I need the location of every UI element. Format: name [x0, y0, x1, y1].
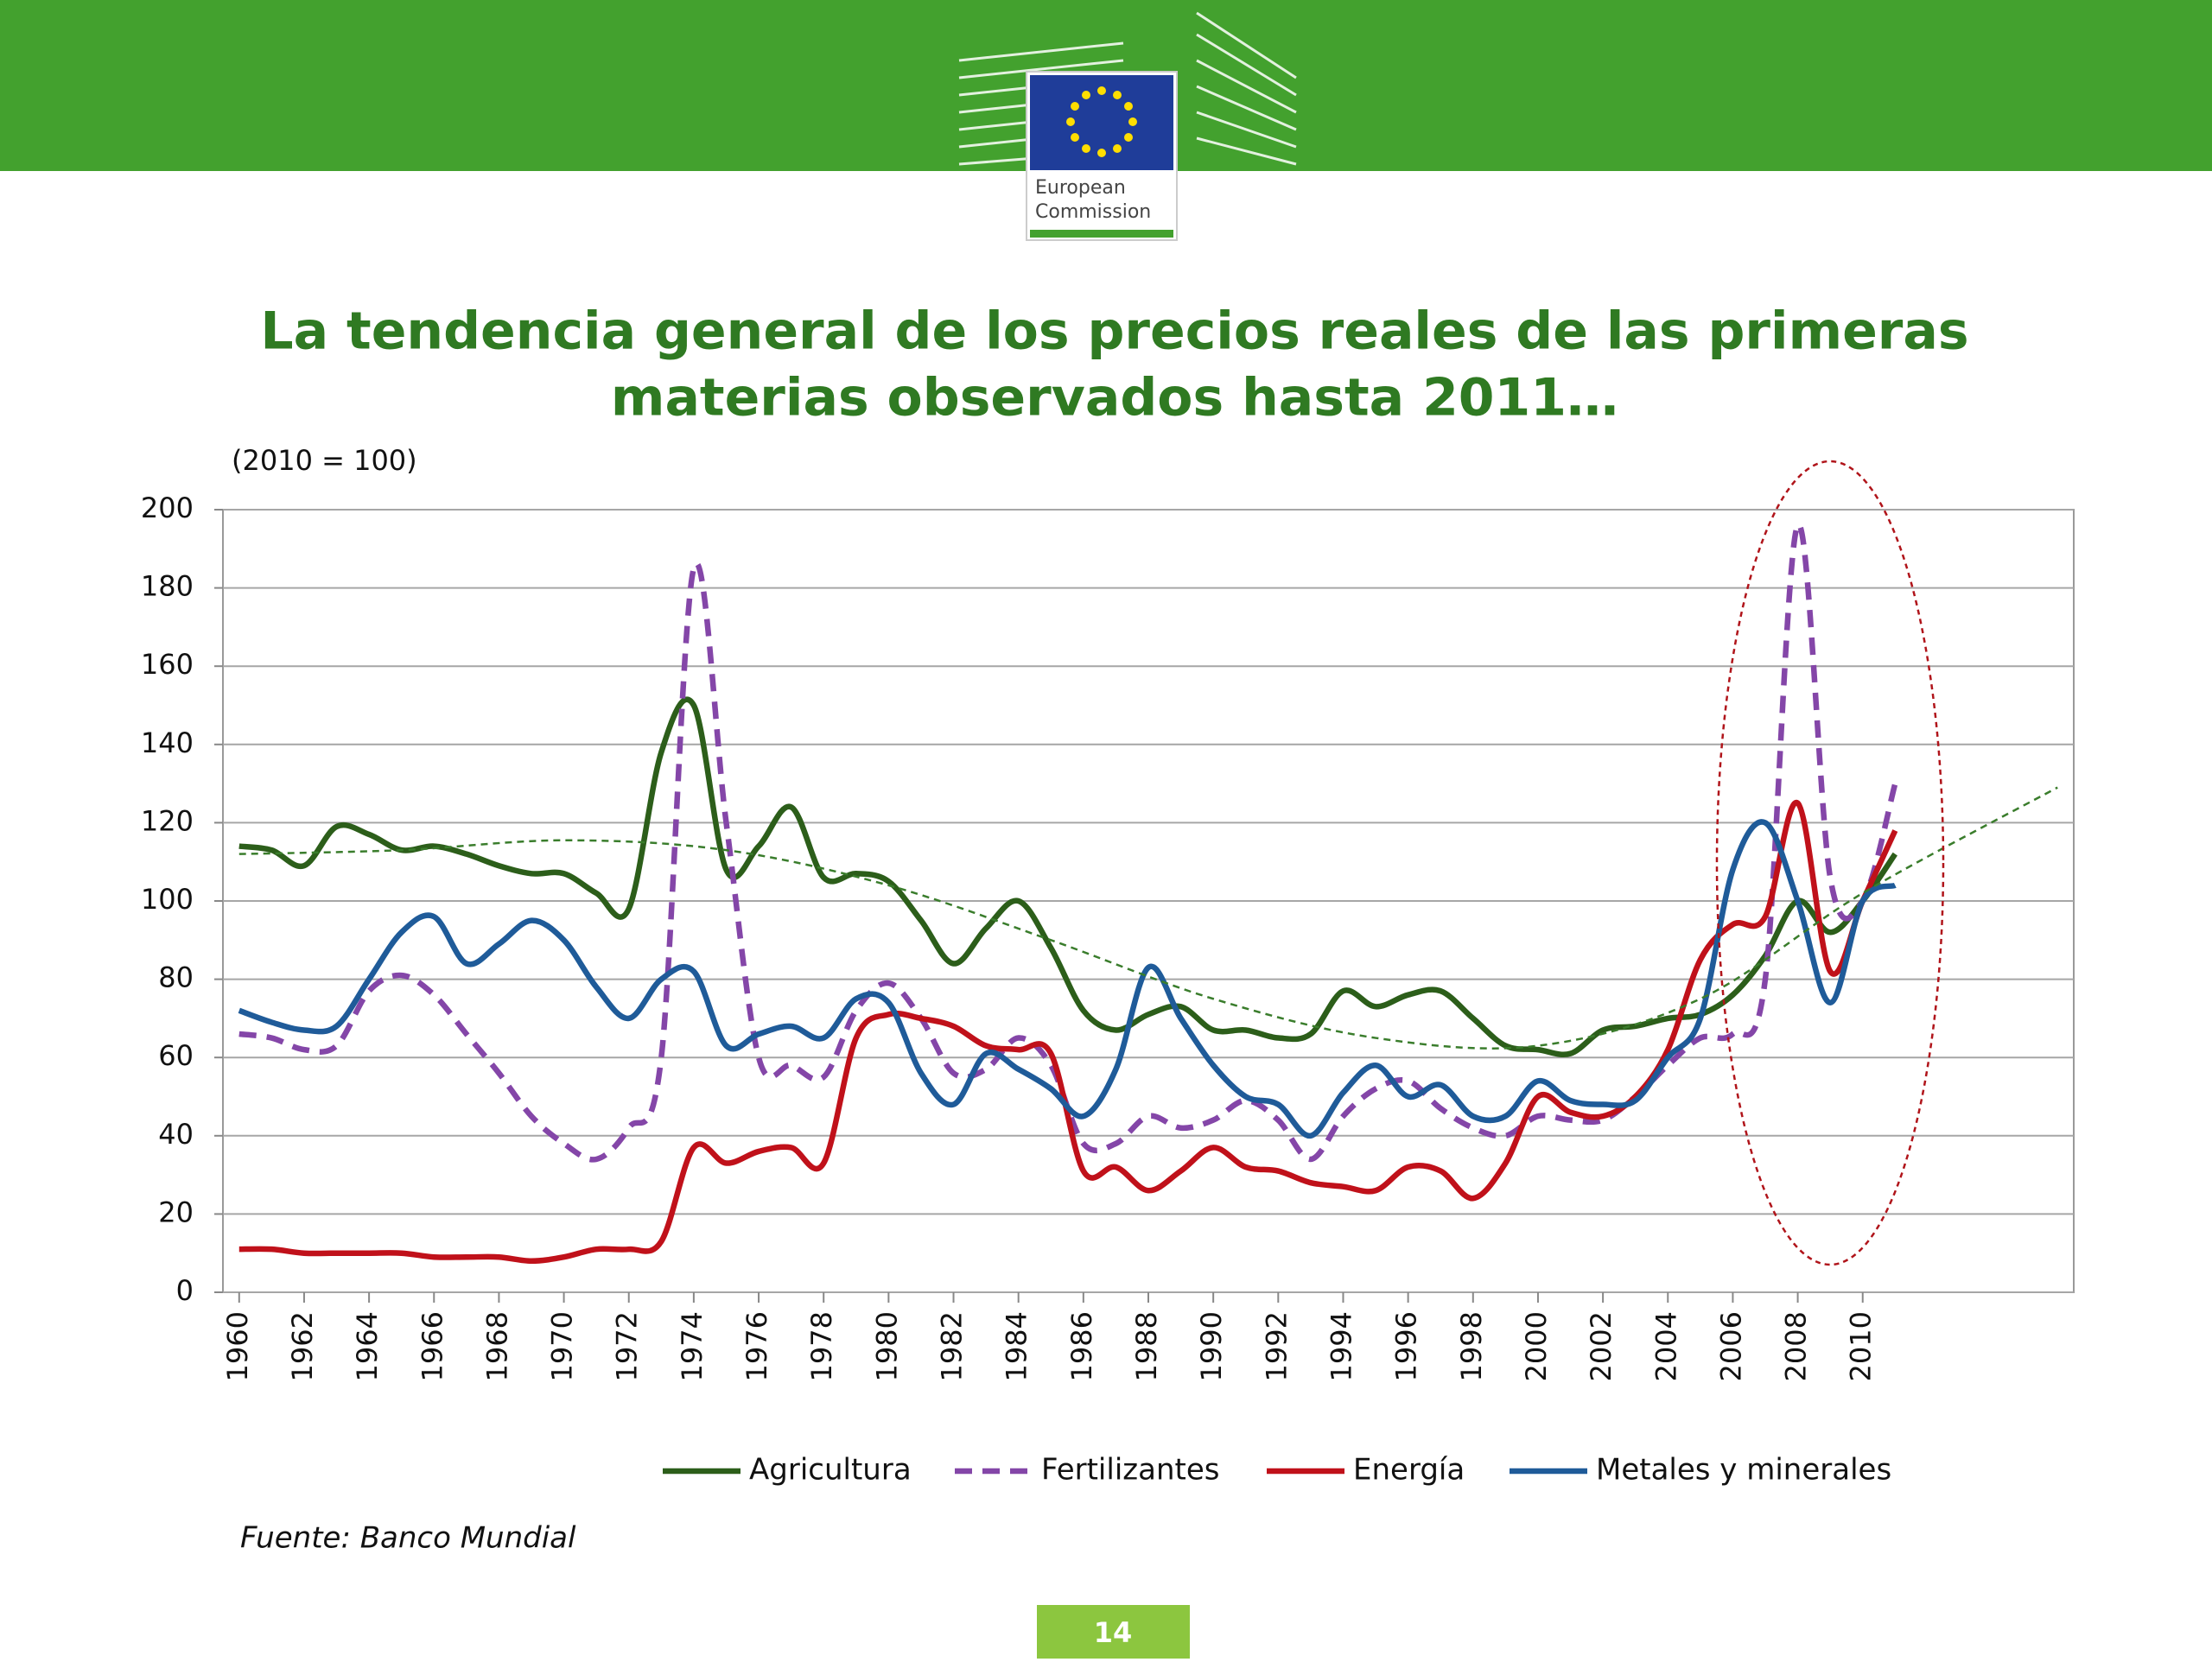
highlight-ellipse	[1715, 460, 1945, 1266]
y-tick-label: 160	[141, 648, 194, 681]
y-tick-label: 20	[158, 1196, 194, 1228]
y-tick-label: 180	[141, 570, 194, 603]
x-tick-label: 1986	[1065, 1311, 1098, 1381]
x-tick-label: 1984	[1001, 1311, 1033, 1381]
x-tick-label: 1994	[1325, 1311, 1357, 1381]
y-tick-label: 140	[141, 726, 194, 759]
slide-title: materias observados hasta 2011…	[611, 368, 1618, 428]
series-line	[238, 696, 1897, 1058]
x-tick-label: 1998	[1455, 1311, 1488, 1381]
y-tick-label: 200	[141, 492, 194, 524]
series-line	[238, 800, 1898, 1265]
logo-text: European	[1035, 177, 1126, 199]
x-tick-label: 1964	[351, 1311, 384, 1381]
x-tick-label: 2004	[1649, 1311, 1682, 1381]
plot-area: 0 20 40 60 80 100 120 140 160 180 200 1960 1962 1964 1…	[141, 492, 2075, 1488]
source-note: Fuente: Banco Mundial	[240, 1521, 576, 1556]
x-tick-label: 2008	[1780, 1311, 1813, 1381]
x-tick-label: 2002	[1585, 1311, 1618, 1381]
y-tick-label: 60	[158, 1039, 194, 1072]
x-tick-label: 1972	[611, 1311, 644, 1381]
series-line	[238, 522, 1898, 1163]
y-tick-label: 120	[141, 804, 194, 837]
slide-title: La tendencia general de los precios real…	[260, 301, 1968, 362]
x-tick-label: 1980	[870, 1311, 903, 1381]
x-tick-label: 1990	[1195, 1311, 1228, 1381]
x-tick-label: 1966	[416, 1311, 448, 1381]
page-number-box	[1037, 1605, 1190, 1659]
x-tick-label: 1962	[286, 1311, 319, 1381]
y-tick-label: 0	[176, 1274, 194, 1307]
x-tick-label: 1974	[676, 1311, 709, 1381]
x-tick-label: 2006	[1714, 1311, 1747, 1381]
x-tick-label: 1988	[1130, 1311, 1163, 1381]
logo-text: Commission	[1035, 201, 1151, 223]
x-tick-label: 1996	[1390, 1311, 1423, 1381]
y-tick-label: 80	[158, 961, 194, 994]
x-tick-label: 1982	[936, 1311, 969, 1381]
x-tick-label: 1960	[221, 1311, 254, 1381]
x-tick-label: 1976	[741, 1311, 773, 1381]
series-line	[238, 819, 1897, 1139]
x-tick-label: 1992	[1260, 1311, 1293, 1381]
trend-line	[238, 786, 2058, 1050]
legend-label: Energía	[1353, 1453, 1465, 1488]
legend-label: Agricultura	[749, 1453, 912, 1488]
y-tick-label: 100	[141, 883, 194, 916]
legend-label: Fertilizantes	[1041, 1453, 1219, 1488]
x-tick-label: 1968	[480, 1311, 513, 1381]
y-tick-label: 40	[158, 1118, 194, 1151]
chart-subtitle: (2010 = 100)	[232, 444, 417, 477]
x-tick-label: 2000	[1520, 1311, 1553, 1381]
x-tick-label: 1978	[805, 1311, 838, 1381]
x-tick-label: 2010	[1845, 1311, 1878, 1381]
logo: European Commission	[958, 11, 1297, 241]
legend-label: Metales y minerales	[1596, 1453, 1891, 1488]
page-number: 14	[1094, 1616, 1133, 1649]
x-tick-label: 1970	[546, 1311, 579, 1381]
